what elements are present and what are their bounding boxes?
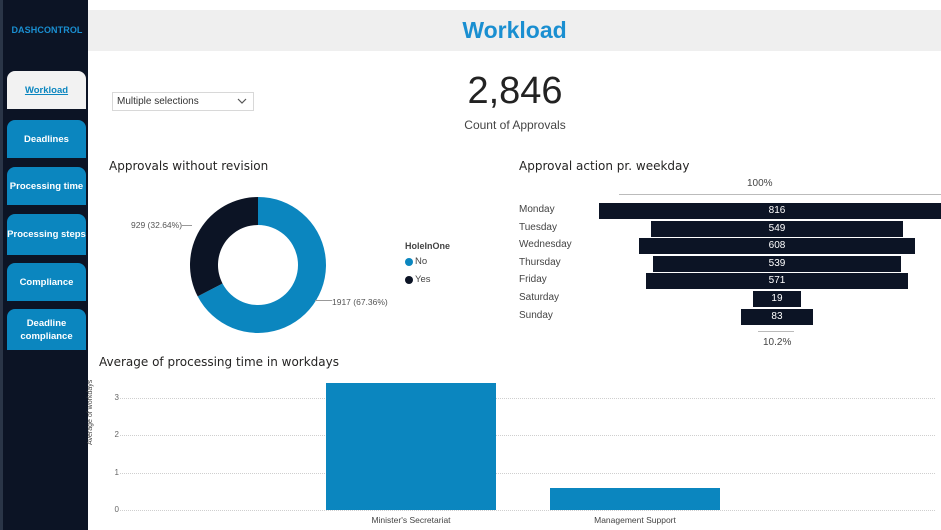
y-tick-3: 3 [114, 392, 119, 402]
nav-deadlines[interactable]: Deadlines [7, 120, 86, 158]
page-title: Workload [462, 17, 567, 43]
legend-dot-yes [405, 275, 413, 284]
funnel-bottom-rule [758, 331, 794, 332]
legend-item-no[interactable]: No [405, 256, 427, 267]
funnel-bar-tuesday[interactable]: 549 [650, 220, 904, 237]
donut-svg [190, 197, 326, 333]
legend-dot-no [405, 257, 413, 266]
gridline [120, 435, 935, 436]
gridline [120, 397, 935, 399]
gridline [120, 472, 935, 474]
nav-processing-steps[interactable]: Processing steps [7, 214, 86, 255]
donut-chart[interactable] [188, 195, 328, 340]
bar-minister-s-secretariat[interactable] [326, 382, 496, 510]
funnel-bar-thursday[interactable]: 539 [652, 255, 902, 272]
x-tick-label: Minister's Secretariat [371, 515, 451, 525]
funnel-label-wednesday: Wednesday [519, 239, 572, 251]
bar-chart-title: Average of processing time in workdays [99, 355, 339, 369]
legend-label-yes: Yes [415, 274, 431, 285]
nav-deadline-compliance[interactable]: Deadline compliance [7, 309, 86, 350]
donut-slice-yes[interactable] [190, 197, 258, 297]
page-header: Workload [88, 10, 941, 51]
legend-label-no: No [415, 256, 428, 267]
brand-logo: DASHCONTROL [11, 25, 83, 35]
funnel-label-friday: Friday [519, 274, 547, 286]
y-tick-1: 1 [114, 467, 119, 477]
y-tick-0: 0 [114, 505, 119, 514]
funnel-label-tuesday: Tuesday [519, 221, 557, 233]
donut-slice-no[interactable] [197, 197, 326, 333]
y-axis-label: Average of workdays [87, 379, 94, 445]
funnel-bar-wednesday[interactable]: 608 [639, 238, 915, 255]
funnel-label-thursday: Thursday [519, 256, 561, 268]
nav-workload[interactable]: Workload [7, 71, 86, 109]
funnel-label-saturday: Saturday [519, 292, 560, 303]
donut-leader-yes [182, 225, 192, 226]
funnel-bottom-percent: 10.2% [763, 337, 792, 348]
legend-title: HoleInOne [405, 241, 451, 251]
sidebar: DASHCONTROL Workload Deadlines Processin… [0, 0, 88, 530]
nav-processing-time[interactable]: Processing time [7, 167, 86, 205]
funnel-top-rule [619, 194, 941, 195]
funnel-label-sunday: Sunday [519, 309, 553, 321]
kpi-value: 2,846 [467, 70, 563, 112]
funnel-bar-friday[interactable]: 571 [646, 273, 908, 290]
x-tick-label: Management Support [594, 515, 676, 525]
funnel-bar-sunday[interactable]: 83 [740, 308, 814, 325]
donut-label-yes: 929 (32.64%) [131, 220, 183, 230]
chevron-down-icon [237, 98, 247, 104]
y-tick-2: 2 [114, 430, 119, 439]
funnel-title: Approval action pr. weekday [519, 159, 690, 173]
funnel-bar-monday[interactable]: 816 [599, 203, 941, 219]
selection-slicer[interactable]: Multiple selections [112, 92, 254, 111]
funnel-top-percent: 100% [747, 178, 773, 189]
kpi-label: Count of Approvals [464, 118, 566, 132]
bar-chart[interactable]: Average of workdays 0 1 2 3 Minister's Secre… [87, 375, 941, 530]
funnel-label-monday: Monday [519, 204, 555, 215]
legend-item-yes[interactable]: Yes [405, 274, 431, 285]
funnel-bar-saturday[interactable]: 19 [753, 291, 801, 307]
donut-label-no: 1917 (67.36%) [332, 297, 388, 307]
donut-leader-no [315, 300, 332, 301]
nav-compliance[interactable]: Compliance [7, 263, 86, 301]
bar-management-support[interactable] [550, 487, 720, 510]
donut-title: Approvals without revision [109, 159, 269, 173]
gridline [120, 510, 935, 511]
slicer-value: Multiple selections [117, 96, 199, 107]
funnel-chart[interactable]: 100% Monday 816 Tuesday 549 Wednesday 608 Thurs… [519, 175, 941, 355]
